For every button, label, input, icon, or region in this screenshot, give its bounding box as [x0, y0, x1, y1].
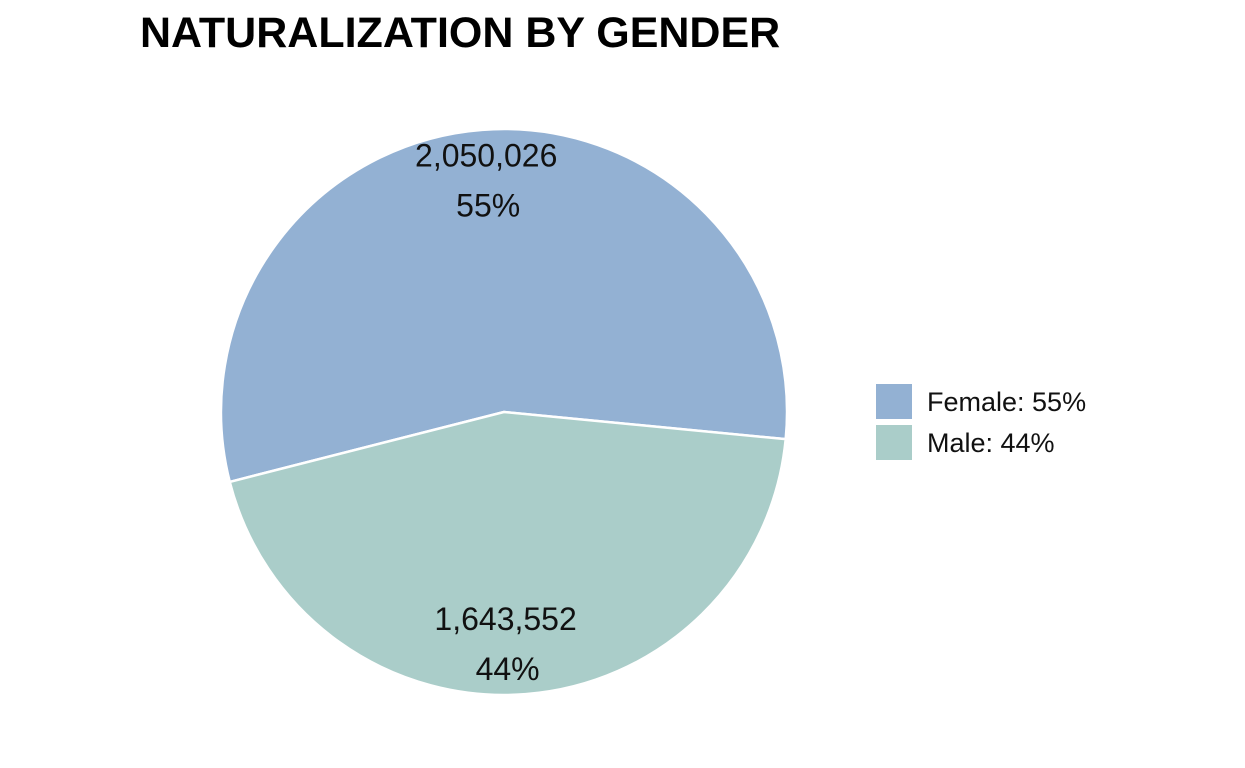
- legend-swatch-male: [876, 425, 912, 460]
- slice-labels: 2,050,026 55% 1,643,552 44%: [415, 138, 577, 687]
- pie-slice-male: [228, 410, 787, 697]
- slice-percent-label-male: 44%: [476, 651, 540, 687]
- legend-label-male: Male: 44%: [927, 428, 1055, 458]
- chart-title: NATURALIZATION BY GENDER: [140, 9, 780, 57]
- slice-value-label-male: 1,643,552: [434, 601, 576, 637]
- slice-percent-label-female: 55%: [456, 188, 520, 224]
- pie-slice-female: [219, 127, 789, 484]
- legend-swatch-female: [876, 384, 912, 419]
- slice-value-label-female: 2,050,026: [415, 138, 557, 174]
- legend: Female: 55% Male: 44%: [876, 384, 1086, 460]
- legend-label-female: Female: 55%: [927, 387, 1086, 417]
- pie-slices: [219, 127, 789, 697]
